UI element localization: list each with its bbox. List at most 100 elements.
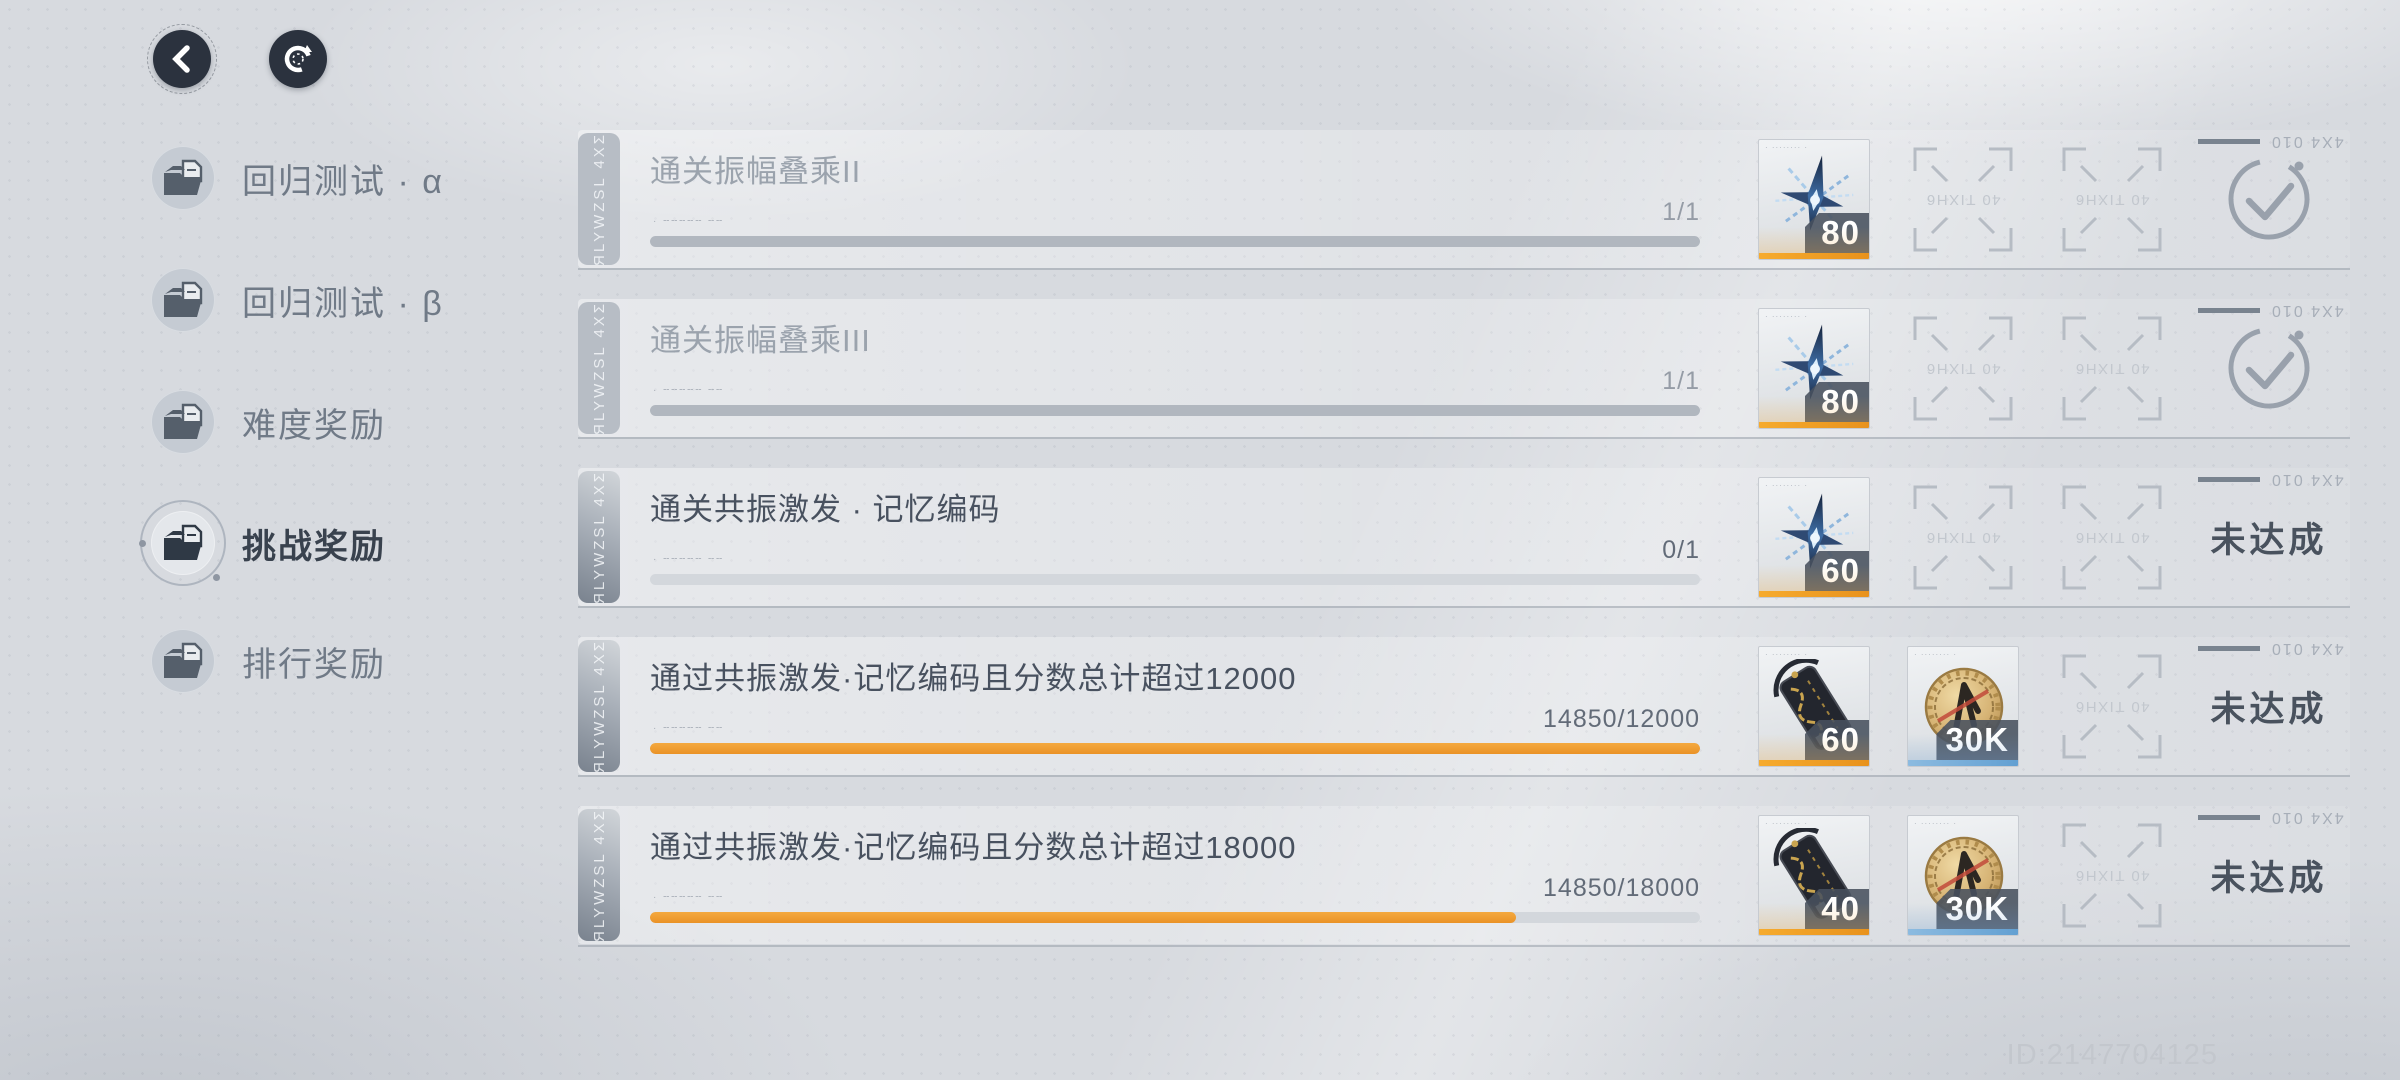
row-separator xyxy=(578,437,2350,439)
tab-decor-text: ЯLYWZSL 4XΣ xyxy=(590,640,608,772)
task-title: 通关振幅叠乘II xyxy=(650,154,862,189)
sidebar-item-ranking-rewards[interactable]: 排行奖励 xyxy=(150,628,386,694)
card-top-decor: · ········ · xyxy=(1914,819,1958,828)
row-corner-decor: 4X4 010 xyxy=(2198,132,2344,150)
progress-bar xyxy=(650,912,1700,923)
svg-text:40 TIXH6: 40 TIXH6 xyxy=(1925,360,2000,377)
decor-text: 4X4 010 xyxy=(2270,302,2344,319)
reward-card-gold-coin[interactable]: · ········ · 30K xyxy=(1907,815,2019,936)
crystal-star-icon xyxy=(1775,324,1854,400)
row-separator xyxy=(578,268,2350,270)
corner-brackets-icon: 40 TIXH6 xyxy=(1913,147,2013,252)
sidebar-item-difficulty-rewards[interactable]: 难度奖励 xyxy=(150,389,386,455)
status-area: 未达成 xyxy=(2174,806,2364,944)
folder-icon xyxy=(164,403,203,439)
bar-marker-decor: · ╌╌╌╌╌ ╌╌ xyxy=(653,554,725,565)
status-label: 未达成 xyxy=(2210,858,2328,898)
progress-bar-fill xyxy=(650,743,1700,754)
task-title: 通关共振激发 · 记忆编码 xyxy=(650,492,1001,527)
bar-marker-decor: · ╌╌╌╌╌ ╌╌ xyxy=(653,723,725,734)
sidebar-item-regression-test-alpha[interactable]: 回归测试 · α xyxy=(150,145,444,211)
task-row[interactable]: ЯLYWZSL 4XΣ 通过共振激发·记忆编码且分数总计超过12000 · ╌╌… xyxy=(578,637,2350,775)
empty-reward-slot: 40 TIXH6 xyxy=(2056,308,2168,429)
reward-card-crystal-star[interactable]: · ········ · 60 xyxy=(1758,477,1870,598)
bar-marker-decor: · ╌╌╌╌╌ ╌╌ xyxy=(653,385,725,396)
sidebar-item-label: 回归测试 · β xyxy=(242,284,444,323)
task-title: 通过共振激发·记忆编码且分数总计超过12000 xyxy=(650,661,1297,696)
folder-icon xyxy=(164,281,203,317)
card-top-decor: · ········ · xyxy=(1914,650,1958,659)
sidebar-item-regression-test-beta[interactable]: 回归测试 · β xyxy=(150,267,444,333)
task-row[interactable]: ЯLYWZSL 4XΣ 通过共振激发·记忆编码且分数总计超过18000 · ╌╌… xyxy=(578,806,2350,944)
refresh-button[interactable] xyxy=(269,30,327,88)
quantity-badge: 80 xyxy=(1805,382,1869,422)
reward-card-gold-coin[interactable]: · ········ · 30K xyxy=(1907,646,2019,767)
sidebar-item-challenge-rewards[interactable]: 挑战奖励 xyxy=(139,500,386,586)
tab-decor-text: ЯLYWZSL 4XΣ xyxy=(590,471,608,603)
card-top-decor: · ········ · xyxy=(1765,143,1809,152)
empty-reward-slot: 40 TIXH6 xyxy=(2056,139,2168,260)
row-corner-decor: 4X4 010 xyxy=(2198,808,2344,826)
sidebar-item-label: 排行奖励 xyxy=(242,645,386,684)
svg-text:40 TIXH6: 40 TIXH6 xyxy=(1925,529,2000,546)
bar-marker-decor: · ╌╌╌╌╌ ╌╌ xyxy=(653,892,725,903)
empty-reward-slot: 40 TIXH6 xyxy=(1907,477,2019,598)
folder-icon xyxy=(164,642,203,678)
corner-brackets-icon: 40 TIXH6 xyxy=(2062,485,2162,590)
task-title: 通过共振激发·记忆编码且分数总计超过18000 xyxy=(650,830,1297,865)
crystal-star-icon xyxy=(1775,155,1854,231)
task-row[interactable]: ЯLYWZSL 4XΣ 通关振幅叠乘II · ╌╌╌╌╌ ╌╌ 1/1 · ··… xyxy=(578,130,2350,268)
quantity-badge: 60 xyxy=(1805,720,1869,760)
status-label: 未达成 xyxy=(2210,689,2328,729)
folder-icon xyxy=(164,159,203,195)
sidebar-icon-wrap xyxy=(150,145,216,211)
reward-card-gold-tablet[interactable]: · ········ · 60 xyxy=(1758,646,1870,767)
task-progress-text: 1/1 xyxy=(1662,367,1700,395)
tab-decor-text: ЯLYWZSL 4XΣ xyxy=(590,302,608,434)
task-row[interactable]: ЯLYWZSL 4XΣ 通关振幅叠乘III · ╌╌╌╌╌ ╌╌ 1/1 · ·… xyxy=(578,299,2350,437)
card-top-decor: · ········ · xyxy=(1765,481,1809,490)
folder-icon-circle xyxy=(151,511,215,575)
quantity-badge: 40 xyxy=(1805,889,1869,929)
reward-card-gold-tablet[interactable]: · ········ · 40 xyxy=(1758,815,1870,936)
decor-dash xyxy=(2198,814,2261,820)
reward-slots: · ········ · 80 40 TIXH6 xyxy=(1758,139,2168,260)
task-tab: ЯLYWZSL 4XΣ xyxy=(578,809,620,941)
reward-slots: · ········ · 80 40 TIXH6 xyxy=(1758,308,2168,429)
sidebar-item-label: 回归测试 · α xyxy=(242,162,444,201)
sidebar-icon-wrap xyxy=(150,267,216,333)
bar-marker-decor: · ╌╌╌╌╌ ╌╌ xyxy=(653,216,725,227)
quantity-badge: 60 xyxy=(1805,551,1869,591)
reward-card-crystal-star[interactable]: · ········ · 80 xyxy=(1758,308,1870,429)
row-separator xyxy=(578,945,2350,947)
reward-card-crystal-star[interactable]: · ········ · 80 xyxy=(1758,139,1870,260)
svg-text:40 TIXH6: 40 TIXH6 xyxy=(2074,698,2149,715)
status-area xyxy=(2174,130,2364,268)
quantity-badge: 80 xyxy=(1805,213,1869,253)
crystal-star-icon xyxy=(1775,493,1854,569)
decor-dash xyxy=(2198,138,2261,144)
corner-brackets-icon: 40 TIXH6 xyxy=(2062,316,2162,421)
sidebar-item-label: 挑战奖励 xyxy=(242,527,386,566)
status-area xyxy=(2174,299,2364,437)
empty-reward-slot: 40 TIXH6 xyxy=(2056,646,2168,767)
task-tab: ЯLYWZSL 4XΣ xyxy=(578,471,620,603)
decor-text: 4X4 010 xyxy=(2270,809,2344,826)
task-row[interactable]: ЯLYWZSL 4XΣ 通关共振激发 · 记忆编码 · ╌╌╌╌╌ ╌╌ 0/1… xyxy=(578,468,2350,606)
back-button[interactable] xyxy=(147,24,217,94)
svg-text:40 TIXH6: 40 TIXH6 xyxy=(1925,191,2000,208)
task-progress-text: 14850/12000 xyxy=(1543,705,1700,733)
folder-icon-circle xyxy=(151,146,215,210)
progress-bar-fill xyxy=(650,912,1517,923)
corner-brackets-icon: 40 TIXH6 xyxy=(1913,485,2013,590)
row-separator xyxy=(578,606,2350,608)
folder-icon-circle xyxy=(151,629,215,693)
task-tab: ЯLYWZSL 4XΣ xyxy=(578,133,620,265)
corner-brackets-icon: 40 TIXH6 xyxy=(1913,316,2013,421)
status-area: 未达成 xyxy=(2174,468,2364,606)
progress-bar-fill xyxy=(650,405,1700,416)
rarity-accent xyxy=(1759,760,1869,766)
progress-bar xyxy=(650,743,1700,754)
task-progress-text: 14850/18000 xyxy=(1543,874,1700,902)
sidebar-icon-wrap xyxy=(139,500,226,586)
